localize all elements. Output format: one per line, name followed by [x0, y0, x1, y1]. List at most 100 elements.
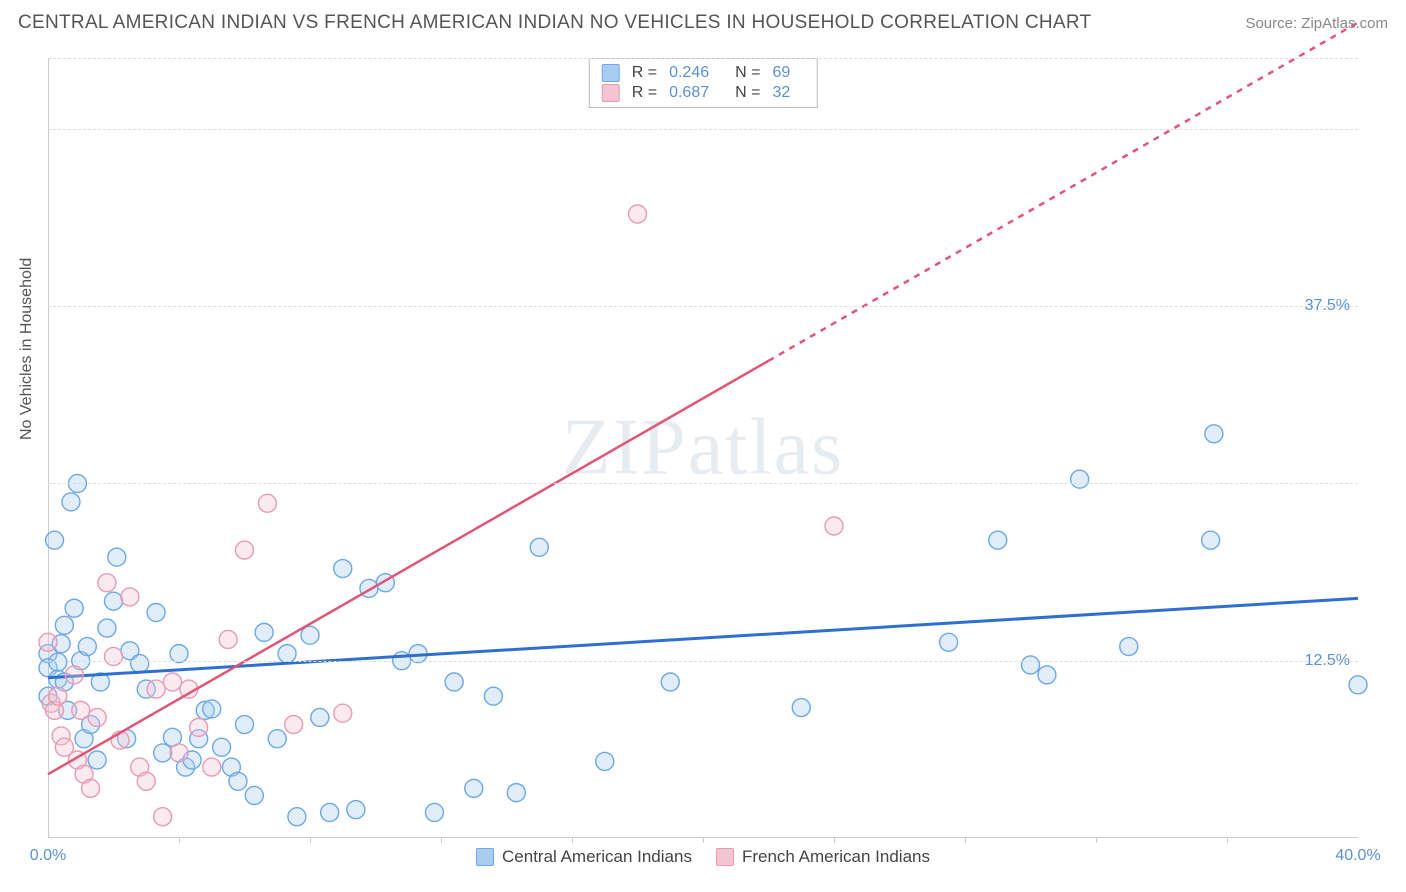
- n-value: 32: [772, 84, 790, 102]
- data-point-central: [1038, 666, 1056, 684]
- r-value: 0.246: [669, 64, 709, 82]
- legend-series-label: Central American Indians: [502, 847, 692, 867]
- trend-line-central: [48, 598, 1358, 677]
- data-point-french: [105, 647, 123, 665]
- r-label: R =: [632, 84, 657, 102]
- data-point-french: [629, 205, 647, 223]
- data-point-french: [154, 808, 172, 826]
- x-tick-label: 40.0%: [1335, 847, 1380, 865]
- data-point-central: [989, 531, 1007, 549]
- y-tick-label: 12.5%: [1305, 652, 1350, 670]
- data-point-french: [203, 758, 221, 776]
- x-tick: [179, 837, 180, 843]
- data-point-central: [105, 592, 123, 610]
- source-label: Source: ZipAtlas.com: [1245, 15, 1388, 32]
- data-point-french: [72, 701, 90, 719]
- data-point-french: [147, 680, 165, 698]
- data-point-central: [465, 779, 483, 797]
- data-point-french: [170, 744, 188, 762]
- data-point-central: [1205, 425, 1223, 443]
- data-point-central: [49, 653, 67, 671]
- y-tick-label: 37.5%: [1305, 297, 1350, 315]
- title-bar: CENTRAL AMERICAN INDIAN VS FRENCH AMERIC…: [18, 12, 1388, 34]
- x-tick: [1096, 837, 1097, 843]
- x-tick: [1227, 837, 1228, 843]
- data-point-central: [268, 730, 286, 748]
- data-point-central: [78, 638, 96, 656]
- x-tick: [834, 837, 835, 843]
- data-point-central: [792, 699, 810, 717]
- data-point-central: [55, 616, 73, 634]
- data-point-central: [1022, 656, 1040, 674]
- data-point-central: [288, 808, 306, 826]
- r-value: 0.687: [669, 84, 709, 102]
- data-point-central: [62, 493, 80, 511]
- data-point-central: [1349, 676, 1367, 694]
- data-point-central: [131, 655, 149, 673]
- data-point-central: [88, 751, 106, 769]
- data-point-central: [98, 619, 116, 637]
- legend-swatch-central: [602, 64, 620, 82]
- data-point-central: [147, 604, 165, 622]
- data-point-central: [347, 801, 365, 819]
- data-point-central: [334, 560, 352, 578]
- data-point-french: [65, 666, 83, 684]
- data-point-french: [39, 633, 57, 651]
- data-point-french: [82, 779, 100, 797]
- data-point-central: [484, 687, 502, 705]
- data-point-central: [1202, 531, 1220, 549]
- data-point-central: [321, 803, 339, 821]
- data-point-central: [311, 708, 329, 726]
- legend-swatch-central: [476, 848, 494, 866]
- data-point-central: [65, 599, 83, 617]
- chart-title: CENTRAL AMERICAN INDIAN VS FRENCH AMERIC…: [18, 12, 1091, 34]
- data-point-central: [1120, 638, 1138, 656]
- data-point-central: [425, 803, 443, 821]
- x-tick-label: 0.0%: [30, 847, 66, 865]
- data-point-french: [285, 716, 303, 734]
- data-point-french: [88, 708, 106, 726]
- data-point-central: [154, 744, 172, 762]
- data-point-central: [203, 700, 221, 718]
- gridline-h: [48, 129, 1358, 130]
- gridline-h: [48, 661, 1358, 662]
- data-point-central: [213, 738, 231, 756]
- gridline-h: [48, 483, 1358, 484]
- data-point-central: [661, 673, 679, 691]
- data-point-central: [229, 772, 247, 790]
- legend-series: Central American Indians French American …: [476, 847, 930, 867]
- legend-series-item-central: Central American Indians: [476, 847, 692, 867]
- data-point-french: [137, 772, 155, 790]
- legend-swatch-french: [602, 84, 620, 102]
- data-point-french: [236, 541, 254, 559]
- x-tick: [572, 837, 573, 843]
- data-point-central: [940, 633, 958, 651]
- r-label: R =: [632, 64, 657, 82]
- legend-correlation-row-french: R =0.687N =32: [602, 83, 805, 103]
- data-point-central: [108, 548, 126, 566]
- gridline-h: [48, 306, 1358, 307]
- plot-area: ZIPatlas R =0.246N =69R =0.687N =32 Cent…: [48, 58, 1358, 838]
- legend-correlation-row-central: R = 0.246 N = 69: [602, 63, 805, 83]
- data-point-central: [1071, 470, 1089, 488]
- data-point-french: [825, 517, 843, 535]
- data-point-central: [507, 784, 525, 802]
- n-value: 69: [772, 64, 790, 82]
- data-point-french: [334, 704, 352, 722]
- x-tick: [703, 837, 704, 843]
- legend-correlation: R = 0.246 N = 69R = 0.687 N = 32: [589, 58, 818, 108]
- data-point-central: [596, 752, 614, 770]
- n-label: N =: [735, 64, 760, 82]
- data-point-central: [255, 623, 273, 641]
- data-point-french: [49, 687, 67, 705]
- data-point-central: [245, 786, 263, 804]
- trend-line-french: [48, 361, 769, 774]
- data-point-french: [163, 673, 181, 691]
- data-point-french: [219, 630, 237, 648]
- data-point-central: [46, 531, 64, 549]
- legend-series-label: French American Indians: [742, 847, 930, 867]
- data-point-central: [236, 716, 254, 734]
- data-point-central: [445, 673, 463, 691]
- data-point-french: [258, 494, 276, 512]
- x-tick: [441, 837, 442, 843]
